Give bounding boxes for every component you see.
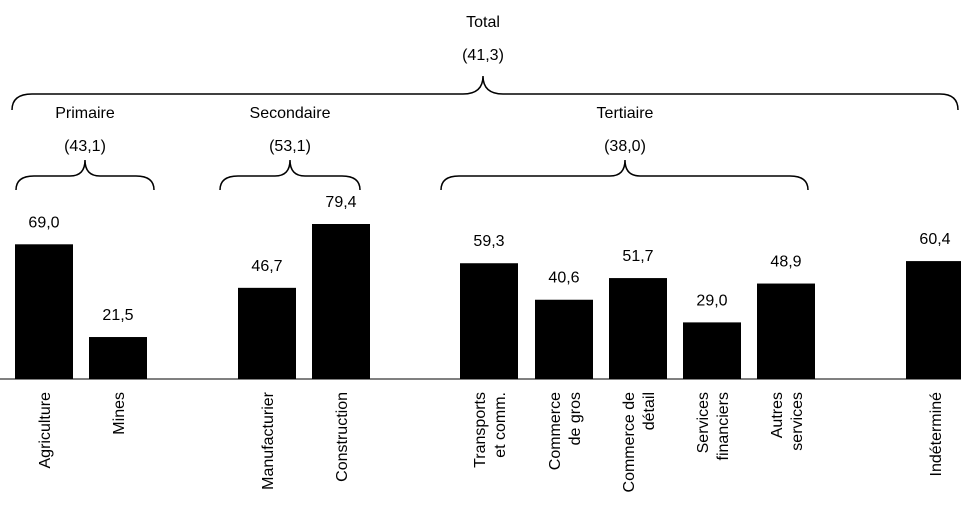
category-label-line: de gros bbox=[567, 392, 584, 445]
value-label-commerce-de-gros: 40,6 bbox=[548, 270, 579, 287]
group-label-primaire: Primaire bbox=[55, 105, 115, 122]
category-label-line: Construction bbox=[334, 392, 351, 482]
category-label-commerce-de-gros: Commerce de gros bbox=[547, 392, 584, 470]
bar-commerce-de-gros bbox=[535, 299, 593, 379]
bar-construction bbox=[312, 224, 370, 379]
value-label-agriculture: 69,0 bbox=[28, 214, 59, 231]
category-label-services-financiers: Services financiers bbox=[695, 392, 732, 460]
bar-services-financiers bbox=[683, 322, 741, 379]
category-label-line: Commerce bbox=[547, 392, 564, 470]
group-value-primaire: (43,1) bbox=[64, 138, 106, 155]
bar-manufacturier bbox=[238, 287, 296, 379]
category-label-line: financiers bbox=[715, 392, 732, 460]
bar-transports-et-comm bbox=[460, 263, 518, 379]
total-label: Total bbox=[466, 14, 500, 31]
bar-commerce-de-detail bbox=[609, 278, 667, 379]
category-label-transports-et-comm: Transports et comm. bbox=[472, 392, 509, 468]
value-label-transports-et-comm: 59,3 bbox=[473, 233, 504, 250]
category-label-line: Transports bbox=[472, 392, 489, 468]
value-labels-group: 69,0 21,5 46,7 79,4 59,3 40,6 51,7 29,0 48,9 60,4 bbox=[28, 194, 950, 324]
total-bracket bbox=[11, 75, 959, 111]
category-label-agriculture: Agriculture bbox=[37, 392, 54, 469]
category-label-autres-services: Autres services bbox=[769, 392, 806, 451]
category-label-line: services bbox=[789, 392, 806, 451]
value-label-autres-services: 48,9 bbox=[770, 254, 801, 271]
category-label-indetermine: Indéterminé bbox=[928, 392, 945, 477]
bar-mines bbox=[89, 337, 147, 379]
bar-indetermine bbox=[906, 261, 961, 379]
category-label-line: Commerce de bbox=[621, 392, 638, 493]
value-label-construction: 79,4 bbox=[325, 194, 356, 211]
category-labels-group: Agriculture Mines Manufacturier Constructio… bbox=[37, 391, 945, 492]
category-label-line: et comm. bbox=[492, 392, 509, 458]
bar-agriculture bbox=[15, 244, 73, 379]
group-value-tertiaire: (38,0) bbox=[604, 138, 646, 155]
category-label-line: Agriculture bbox=[37, 392, 54, 469]
value-label-manufacturier: 46,7 bbox=[251, 258, 282, 275]
group-bracket-secondaire bbox=[219, 159, 361, 191]
group-label-secondaire: Secondaire bbox=[250, 105, 331, 122]
category-label-mines: Mines bbox=[111, 392, 128, 435]
category-label-construction: Construction bbox=[334, 392, 351, 482]
group-label-tertiaire: Tertiaire bbox=[597, 105, 654, 122]
bar-autres-services bbox=[757, 283, 815, 379]
category-label-line: Services bbox=[695, 392, 712, 453]
category-label-line: Manufacturier bbox=[260, 391, 277, 489]
group-bracket-primaire bbox=[15, 159, 155, 191]
value-label-commerce-de-detail: 51,7 bbox=[622, 248, 653, 265]
value-label-mines: 21,5 bbox=[102, 307, 133, 324]
category-label-line: détail bbox=[641, 392, 658, 430]
category-label-manufacturier: Manufacturier bbox=[260, 391, 277, 489]
value-label-services-financiers: 29,0 bbox=[696, 292, 727, 309]
total-value: (41,3) bbox=[462, 47, 504, 64]
value-label-indetermine: 60,4 bbox=[919, 231, 950, 248]
category-label-line: Mines bbox=[111, 392, 128, 435]
group-value-secondaire: (53,1) bbox=[269, 138, 311, 155]
category-label-line: Autres bbox=[769, 392, 786, 438]
category-label-line: Indéterminé bbox=[928, 392, 945, 477]
category-label-commerce-de-detail: Commerce de détail bbox=[621, 392, 658, 493]
group-bracket-tertiaire bbox=[440, 159, 809, 191]
bars-group bbox=[15, 224, 961, 379]
